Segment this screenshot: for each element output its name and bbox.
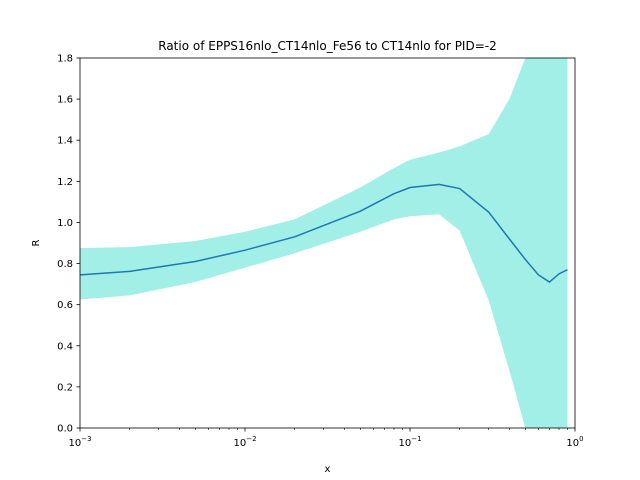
y-tick: 1.8	[57, 54, 80, 65]
y-tick: 1.4	[57, 136, 80, 147]
y-tick: 1.2	[57, 177, 80, 188]
y-tick: 0.4	[57, 341, 80, 352]
y-tick: 0.6	[57, 300, 80, 311]
x-tick: 10−2	[233, 428, 257, 449]
ratio-line	[79, 183, 568, 283]
y-tick: 0.2	[57, 382, 80, 393]
y-tick-label: 0.4	[57, 341, 73, 352]
y-tick: 0.0	[57, 424, 80, 435]
x-axis-minor-ticks	[129, 428, 568, 430]
y-tick-label: 1.0	[57, 218, 73, 229]
y-axis-ticks: 0.0 0.2 0.4 0.6 0.8 1.0 1.2 1.4 1.6 1.8	[57, 54, 80, 435]
x-tick: 10−3	[68, 428, 92, 449]
x-tick: 10−1	[398, 428, 422, 449]
y-tick: 1.0	[57, 218, 80, 229]
x-tick-label: 10−1	[398, 435, 421, 449]
y-tick-label: 0.8	[57, 259, 73, 270]
y-axis-label: R	[31, 239, 42, 246]
uncertainty-band	[80, 58, 568, 428]
x-axis-ticks: 10−3 10−2 10−1 100	[68, 428, 584, 449]
x-tick-label: 100	[566, 435, 583, 449]
y-tick-label: 0.2	[57, 382, 73, 393]
x-tick-label: 10−2	[233, 435, 256, 449]
y-tick: 1.6	[57, 95, 80, 106]
x-axis-label: x	[325, 464, 331, 475]
x-tick-label: 10−3	[68, 435, 91, 449]
y-tick-label: 1.2	[57, 177, 73, 188]
axes-frame	[79, 57, 576, 429]
chart-title: Ratio of EPPS16nlo_CT14nlo_Fe56 to CT14n…	[158, 39, 496, 53]
y-tick-label: 1.6	[57, 95, 73, 106]
plot-area	[79, 58, 568, 428]
y-tick: 0.8	[57, 259, 80, 270]
x-tick: 100	[566, 428, 584, 449]
y-tick-label: 1.8	[57, 54, 73, 65]
y-tick-label: 0.6	[57, 300, 73, 311]
y-tick-label: 0.0	[57, 424, 73, 435]
y-tick-label: 1.4	[57, 136, 73, 147]
